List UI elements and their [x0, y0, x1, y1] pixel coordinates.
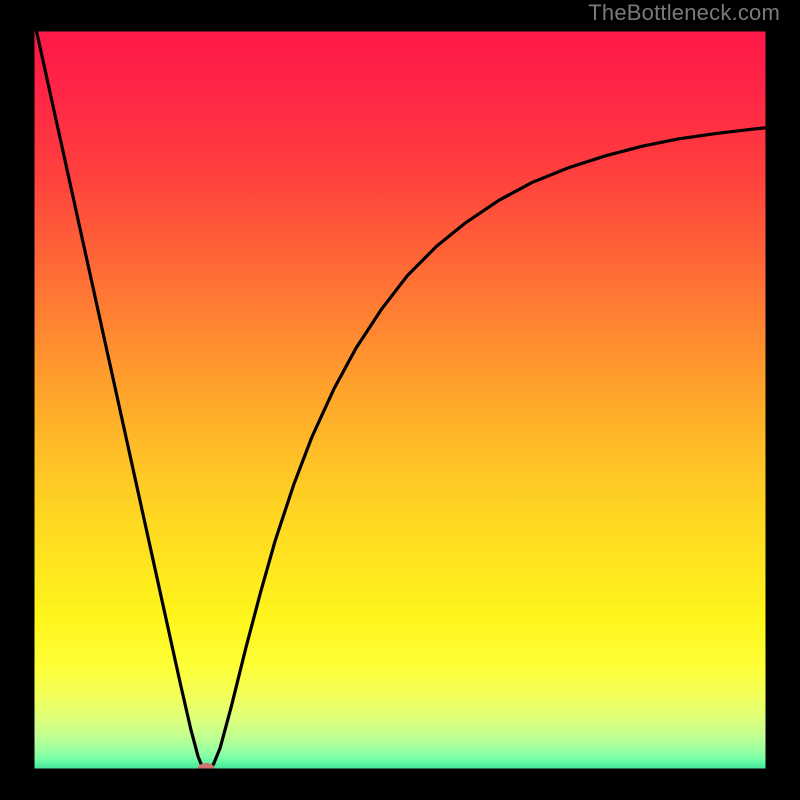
gradient-plot-area [33, 30, 767, 770]
watermark-text: TheBottleneck.com [588, 0, 780, 26]
chart-stage: TheBottleneck.com [0, 0, 800, 800]
bottleneck-curve-chart [0, 0, 800, 800]
